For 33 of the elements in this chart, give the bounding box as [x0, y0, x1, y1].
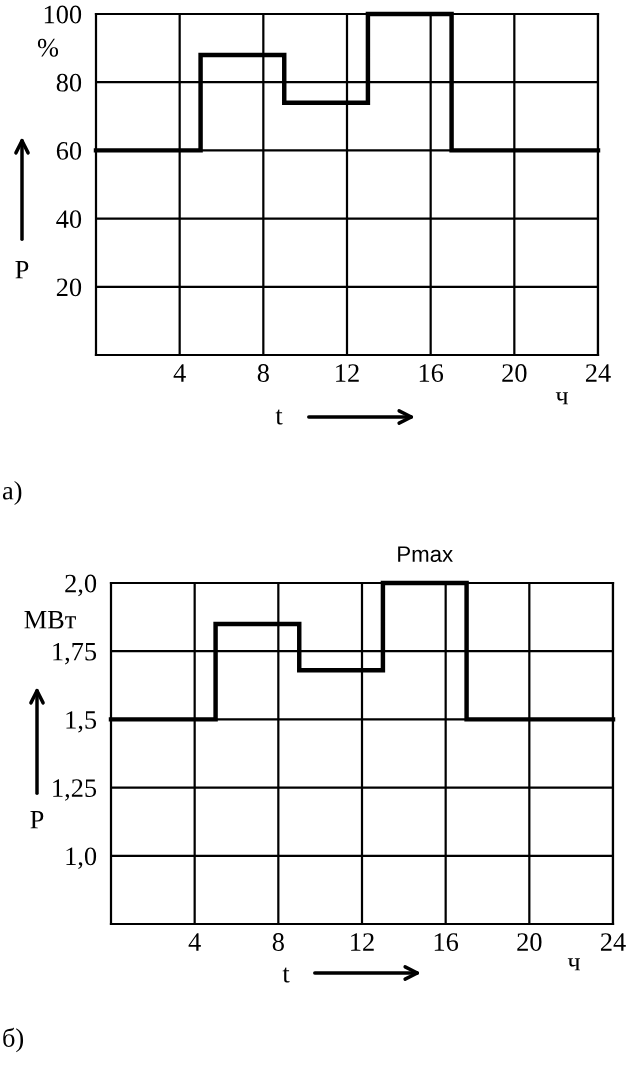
text: б) [3, 1027, 24, 1053]
y-tick-label: 100 [44, 5, 82, 24]
text: ч [567, 958, 581, 971]
y-tick-label: 80 [56, 73, 82, 92]
x-tick-label: 4 [188, 933, 201, 951]
x-tick-label: 24 [585, 364, 611, 382]
y-tick-label: 1,25 [53, 779, 97, 801]
y-tick-label: 20 [56, 278, 82, 297]
x-tick-label: 8 [257, 364, 269, 382]
y-tick-label: 1,5 [66, 711, 97, 733]
y-axis-title: P [30, 811, 44, 829]
x-tick-label: 8 [272, 933, 284, 951]
x-tick-label: 4 [173, 364, 186, 382]
x-axis-title: t [275, 409, 283, 425]
y-tick-label: 40 [56, 210, 82, 229]
text: а) [2, 481, 22, 505]
y-tick-label: 1,0 [66, 847, 97, 870]
annotation: Pmax [398, 546, 453, 562]
y-axis-title: P [15, 261, 29, 279]
x-tick-label: 12 [336, 364, 359, 382]
x-tick-label: 24 [600, 933, 626, 951]
y-tick-label: 2,0 [65, 574, 97, 597]
x-tick-label: 16 [434, 933, 459, 951]
y-tick-label: 1,75 [53, 642, 97, 665]
text: % [37, 38, 59, 57]
x-axis-title: t [282, 967, 290, 983]
x-tick-label: 16 [419, 364, 444, 382]
x-tick-label: 12 [351, 933, 374, 951]
text: ч [555, 392, 569, 405]
x-tick-label: 20 [502, 364, 527, 382]
text: МВт [24, 611, 76, 629]
x-tick-label: 20 [517, 933, 542, 951]
y-tick-label: 60 [56, 142, 82, 160]
